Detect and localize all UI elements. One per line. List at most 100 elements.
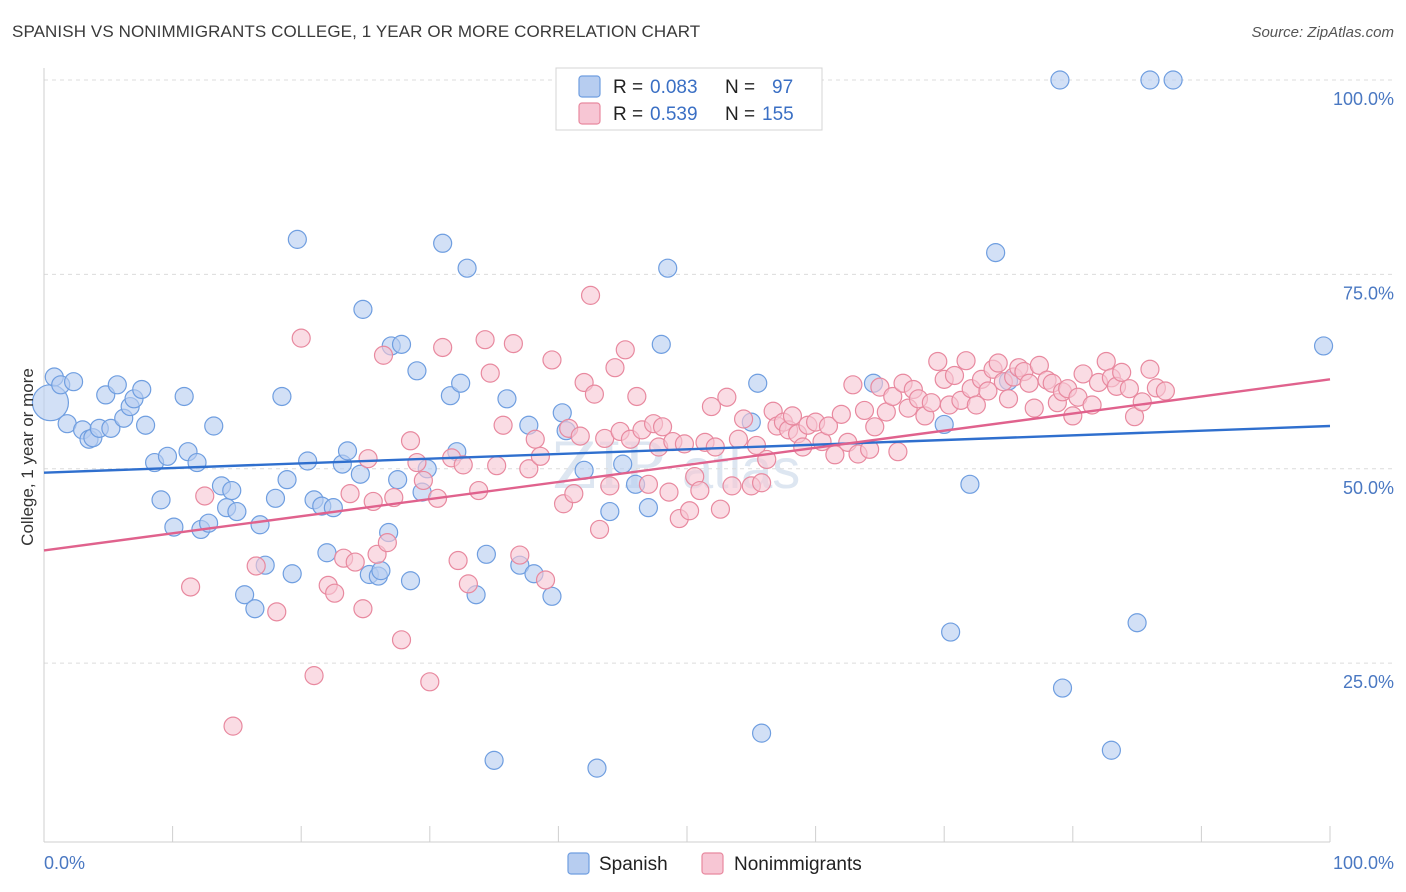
point-nonimmigrants bbox=[988, 353, 1008, 373]
point-nonimmigrants bbox=[843, 375, 863, 395]
point-nonimmigrants bbox=[377, 533, 397, 553]
point-spanish bbox=[63, 372, 84, 392]
point-nonimmigrants bbox=[1119, 379, 1139, 399]
point-nonimmigrants bbox=[690, 480, 710, 501]
point-spanish bbox=[748, 373, 768, 393]
point-nonimmigrants bbox=[921, 393, 941, 413]
point-nonimmigrants bbox=[195, 486, 215, 506]
point-nonimmigrants bbox=[710, 499, 731, 519]
point-spanish bbox=[613, 454, 633, 474]
point-spanish bbox=[476, 544, 496, 564]
point-nonimmigrants bbox=[818, 416, 839, 436]
point-nonimmigrants bbox=[978, 381, 998, 401]
point-nonimmigrants bbox=[525, 429, 545, 449]
legend-n-value-nonimmigrants: 155 bbox=[762, 104, 794, 125]
point-spanish bbox=[497, 389, 517, 409]
point-nonimmigrants bbox=[448, 550, 468, 571]
point-nonimmigrants bbox=[1073, 364, 1093, 384]
point-spanish bbox=[317, 543, 337, 563]
point-nonimmigrants bbox=[353, 599, 373, 619]
legend-n-label-spanish: N = bbox=[725, 77, 755, 98]
point-spanish bbox=[1163, 70, 1183, 90]
point-nonimmigrants bbox=[605, 358, 625, 378]
point-spanish bbox=[350, 464, 370, 484]
point-spanish bbox=[1050, 70, 1070, 90]
point-spanish bbox=[250, 515, 270, 535]
legend-n-value-spanish: 97 bbox=[772, 77, 793, 98]
source-credit: Source: ZipAtlas.com bbox=[1251, 24, 1394, 41]
legend-r-label-spanish: R = bbox=[613, 77, 643, 98]
point-nonimmigrants bbox=[487, 456, 507, 476]
point-spanish bbox=[658, 258, 678, 278]
point-nonimmigrants bbox=[519, 459, 539, 479]
point-spanish bbox=[204, 416, 224, 436]
point-spanish bbox=[1052, 678, 1073, 698]
point-nonimmigrants bbox=[480, 363, 500, 383]
point-nonimmigrants bbox=[564, 484, 584, 504]
point-nonimmigrants bbox=[475, 330, 495, 350]
point-spanish bbox=[400, 571, 421, 591]
point-spanish bbox=[388, 470, 408, 490]
y-axis-title: College, 1 year or more bbox=[18, 368, 37, 546]
series-legend: Spanish Nonimmigrants bbox=[567, 852, 862, 875]
point-spanish bbox=[1140, 70, 1160, 90]
point-nonimmigrants bbox=[1024, 398, 1044, 418]
point-spanish bbox=[1101, 740, 1121, 760]
point-nonimmigrants bbox=[1029, 355, 1049, 375]
point-nonimmigrants bbox=[542, 350, 562, 370]
point-nonimmigrants bbox=[246, 556, 266, 576]
point-nonimmigrants bbox=[956, 351, 976, 371]
point-nonimmigrants bbox=[291, 328, 311, 348]
point-spanish bbox=[227, 501, 247, 522]
point-nonimmigrants bbox=[181, 577, 201, 597]
point-spanish bbox=[272, 386, 292, 407]
point-spanish bbox=[101, 418, 121, 438]
point-nonimmigrants bbox=[722, 476, 742, 496]
point-nonimmigrants bbox=[358, 449, 378, 469]
point-nonimmigrants bbox=[627, 386, 647, 407]
point-nonimmigrants bbox=[865, 417, 885, 437]
point-nonimmigrants bbox=[998, 389, 1019, 409]
point-nonimmigrants bbox=[384, 487, 404, 508]
point-spanish bbox=[235, 585, 255, 605]
point-nonimmigrants bbox=[391, 630, 412, 650]
point-spanish bbox=[587, 758, 607, 778]
point-nonimmigrants bbox=[638, 474, 659, 494]
point-nonimmigrants bbox=[831, 404, 851, 424]
point-nonimmigrants bbox=[535, 570, 556, 590]
y-tick-label: 100.0% bbox=[1333, 89, 1394, 109]
gridlines bbox=[44, 79, 1394, 664]
point-nonimmigrants bbox=[793, 437, 813, 457]
point-nonimmigrants bbox=[1132, 392, 1152, 412]
point-nonimmigrants bbox=[888, 442, 908, 462]
point-nonimmigrants bbox=[530, 446, 550, 466]
point-spanish bbox=[245, 599, 265, 619]
point-spanish bbox=[282, 564, 302, 584]
point-spanish bbox=[371, 561, 391, 581]
point-spanish bbox=[287, 229, 307, 249]
point-nonimmigrants bbox=[453, 455, 473, 475]
point-spanish bbox=[651, 334, 671, 354]
point-spanish bbox=[337, 441, 358, 461]
bottom-legend-label-spanish: Spanish bbox=[599, 854, 668, 875]
point-nonimmigrants bbox=[600, 476, 620, 496]
bottom-legend-label-nonimmigrants: Nonimmigrants bbox=[734, 854, 862, 875]
y-tick-label: 75.0% bbox=[1343, 283, 1394, 303]
point-nonimmigrants bbox=[751, 473, 772, 493]
point-spanish bbox=[187, 452, 207, 473]
point-nonimmigrants bbox=[1140, 359, 1160, 379]
point-nonimmigrants bbox=[1063, 406, 1083, 426]
point-nonimmigrants bbox=[870, 377, 890, 397]
legend-n-label-nonimmigrants: N = bbox=[725, 104, 755, 125]
point-nonimmigrants bbox=[679, 501, 700, 521]
point-nonimmigrants bbox=[1124, 407, 1145, 427]
point-spanish bbox=[151, 490, 171, 510]
point-nonimmigrants bbox=[304, 666, 324, 686]
point-nonimmigrants bbox=[652, 417, 673, 437]
point-nonimmigrants bbox=[1096, 351, 1116, 372]
point-nonimmigrants bbox=[733, 409, 754, 429]
trend-line-spanish bbox=[43, 424, 1331, 474]
legend-r-value-spanish: 0.083 bbox=[650, 77, 698, 98]
point-spanish bbox=[440, 386, 460, 406]
